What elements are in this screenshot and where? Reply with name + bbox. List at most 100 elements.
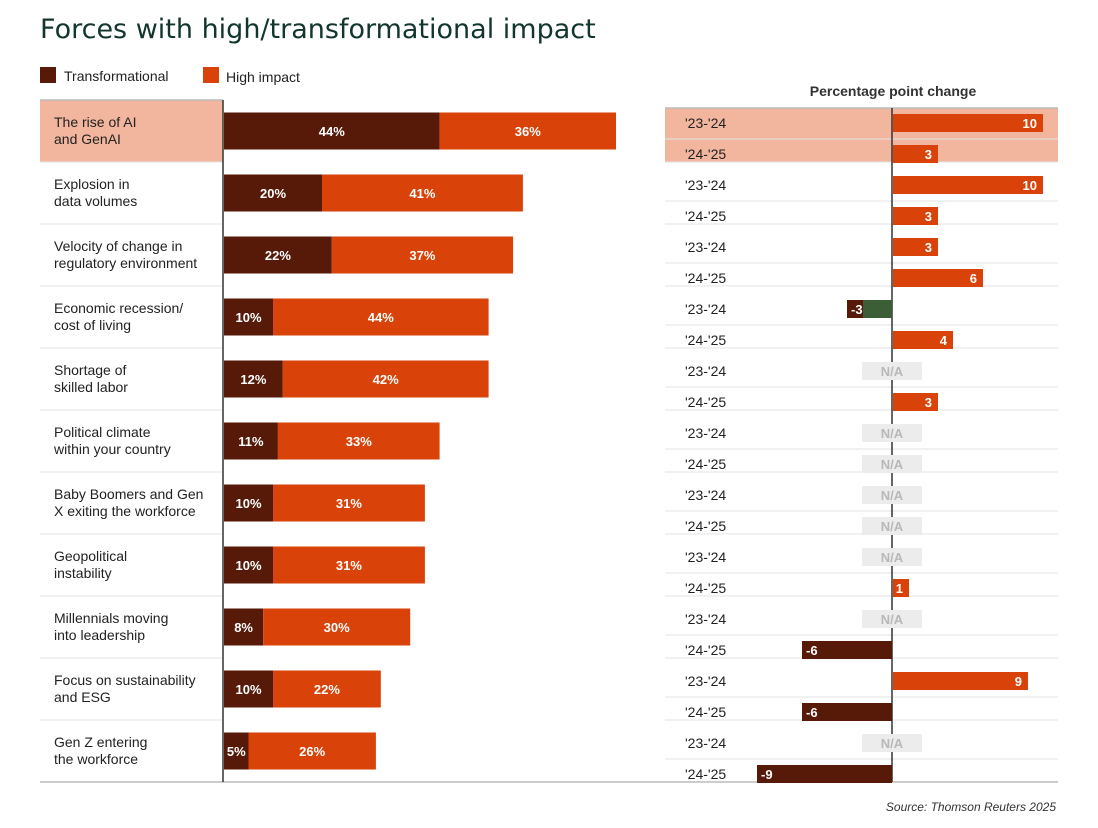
bar-transformational <box>224 422 278 460</box>
na-box <box>862 548 922 566</box>
legend-label-transformational: Transformational <box>64 68 169 84</box>
bar-value-high-impact: 42% <box>373 372 399 387</box>
category-label: into leadership <box>54 627 145 643</box>
period-label: '23-'24 <box>685 425 726 441</box>
bar-value-high-impact: 30% <box>324 620 350 635</box>
category-label: and GenAI <box>54 131 121 147</box>
bar-value-high-impact: 26% <box>299 744 325 759</box>
legend-swatch-high-impact <box>203 67 219 83</box>
bar-transformational <box>224 670 273 708</box>
change-bar-positive <box>893 672 1028 690</box>
legend-swatch-transformational <box>40 67 56 83</box>
bar-value-high-impact: 41% <box>409 186 435 201</box>
period-label: '23-'24 <box>685 301 726 317</box>
na-box <box>862 734 922 752</box>
highlight-band-label <box>40 100 223 162</box>
na-box <box>862 517 922 535</box>
bar-high-impact <box>277 422 440 460</box>
change-value: 3 <box>925 395 932 410</box>
category-label: Economic recession/ <box>54 300 183 316</box>
change-value: 1 <box>896 581 903 596</box>
category-label: skilled labor <box>54 379 128 395</box>
bar-transformational <box>224 732 249 770</box>
bar-high-impact <box>273 484 425 522</box>
bar-high-impact <box>248 732 376 770</box>
change-value: 6 <box>970 271 977 286</box>
period-label: '24-'25 <box>685 456 726 472</box>
category-label: the workforce <box>54 751 138 767</box>
period-label: '24-'25 <box>685 766 726 782</box>
change-bar-positive <box>893 579 909 597</box>
change-bar-negative <box>802 703 892 721</box>
bar-transformational <box>224 608 264 646</box>
bar-value-transformational: 10% <box>235 496 261 511</box>
category-label: Velocity of change in <box>54 238 182 254</box>
category-label: data volumes <box>54 193 137 209</box>
bar-value-high-impact: 31% <box>336 496 362 511</box>
row-separators <box>40 99 1058 783</box>
na-box <box>862 424 922 442</box>
bar-high-impact <box>331 236 514 274</box>
bar-high-impact <box>273 670 381 708</box>
bar-high-impact <box>322 174 523 212</box>
period-label: '23-'24 <box>685 673 726 689</box>
bar-high-impact <box>273 546 425 584</box>
bar-value-transformational: 22% <box>265 248 291 263</box>
category-label: Baby Boomers and Gen <box>54 486 203 502</box>
change-value: 3 <box>925 209 932 224</box>
source-note: Source: Thomson Reuters 2025 <box>886 800 1056 814</box>
bar-high-impact <box>282 360 489 398</box>
change-value: -6 <box>806 705 818 720</box>
category-label: Explosion in <box>54 176 130 192</box>
period-label: '24-'25 <box>685 580 726 596</box>
na-box <box>862 486 922 504</box>
category-label: instability <box>54 565 112 581</box>
period-label: '24-'25 <box>685 208 726 224</box>
bar-value-transformational: 5% <box>227 744 246 759</box>
change-bar-positive <box>893 207 938 225</box>
legend-label-high-impact: High impact <box>226 69 300 85</box>
bar-value-transformational: 20% <box>260 186 286 201</box>
category-label: and ESG <box>54 689 111 705</box>
bar-value-transformational: 10% <box>235 682 261 697</box>
bar-value-high-impact: 44% <box>368 310 394 325</box>
change-bar-positive <box>893 331 953 349</box>
na-label: N/A <box>881 488 904 503</box>
change-value: 10 <box>1023 116 1037 131</box>
change-bar-positive <box>893 176 1043 194</box>
change-bar-positive <box>893 114 1043 132</box>
period-label: '23-'24 <box>685 363 726 379</box>
period-label: '24-'25 <box>685 704 726 720</box>
bar-value-high-impact: 22% <box>314 682 340 697</box>
change-value: -3 <box>851 302 863 317</box>
na-box <box>862 610 922 628</box>
category-label: Gen Z entering <box>54 734 147 750</box>
chart-title: Forces with high/transformational impact <box>40 14 596 45</box>
period-label: '23-'24 <box>685 549 726 565</box>
bar-transformational <box>224 174 322 212</box>
bar-value-high-impact: 31% <box>336 558 362 573</box>
change-value: 9 <box>1015 674 1022 689</box>
bar-value-transformational: 10% <box>235 310 261 325</box>
bar-high-impact <box>263 608 411 646</box>
change-value: 3 <box>925 147 932 162</box>
period-label: '23-'24 <box>685 115 726 131</box>
period-label: '23-'24 <box>685 239 726 255</box>
period-label: '24-'25 <box>685 518 726 534</box>
bar-transformational <box>224 298 273 336</box>
bar-transformational <box>224 236 332 274</box>
na-label: N/A <box>881 426 904 441</box>
bar-transformational <box>224 360 283 398</box>
percentage-point-change-header: Percentage point change <box>810 83 977 99</box>
category-label: cost of living <box>54 317 131 333</box>
